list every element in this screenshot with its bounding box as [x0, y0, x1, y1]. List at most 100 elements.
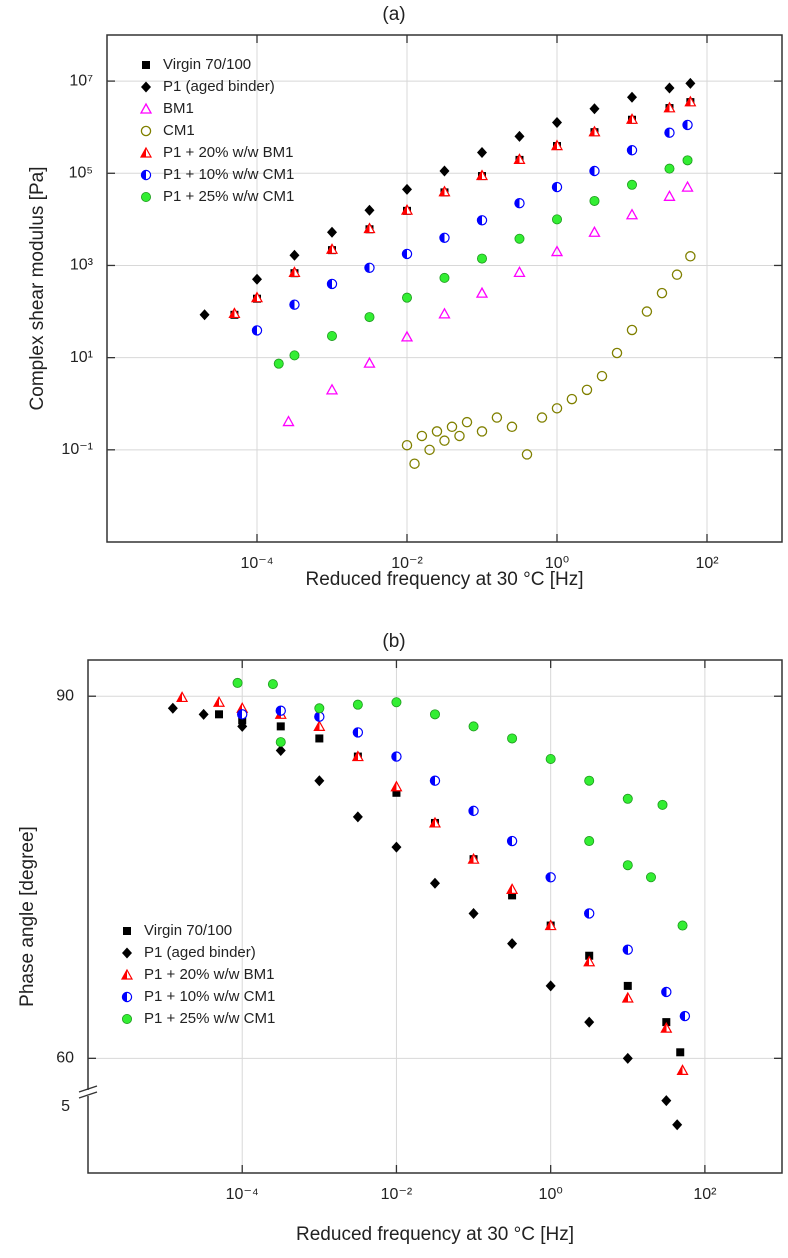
data-point: [477, 147, 487, 159]
data-point: [467, 852, 480, 864]
data-point: [552, 117, 562, 129]
data-point: [438, 307, 451, 319]
data-point: [282, 415, 295, 427]
data-point: [468, 721, 479, 732]
data-point: [661, 986, 672, 998]
data-point: [416, 430, 428, 442]
data-point: [273, 358, 284, 369]
y-tick-label: 10³: [70, 257, 94, 274]
data-point: [250, 291, 264, 303]
legend-text: BM1: [163, 100, 194, 117]
y-tick-label: 90: [56, 687, 74, 704]
chart-title: (b): [382, 631, 405, 652]
data-point: [685, 251, 696, 262]
y-axis-label: Complex shear modulus [Pa]: [27, 167, 48, 411]
data-point: [289, 249, 300, 261]
data-point: [622, 860, 633, 871]
legend-marker: [141, 81, 151, 93]
data-point: [657, 799, 668, 810]
data-point: [400, 203, 414, 215]
data-point: [566, 393, 578, 405]
data-point: [625, 113, 639, 124]
data-point: [252, 273, 262, 285]
data-point: [391, 841, 402, 853]
data-point: [664, 163, 675, 174]
legend-text: Virgin 70/100: [163, 56, 251, 73]
data-point: [215, 710, 224, 719]
data-point: [401, 292, 412, 303]
data-point: [622, 1052, 633, 1064]
data-point: [468, 805, 479, 817]
data-point: [626, 324, 638, 336]
data-point: [508, 891, 517, 900]
data-point: [551, 181, 563, 193]
plot-frame: [106, 34, 783, 543]
data-point: [439, 165, 450, 177]
data-point: [641, 306, 653, 317]
axis-break-gap: [80, 1090, 96, 1096]
legend-marker: [122, 947, 132, 959]
data-point: [364, 312, 375, 323]
data-point: [400, 330, 414, 342]
data-point: [552, 214, 563, 225]
data-point: [327, 226, 337, 238]
data-point: [275, 705, 286, 716]
legend-text: P1 + 10% w/w CM1: [163, 166, 294, 183]
legend-text: P1 (aged binder): [144, 944, 256, 961]
data-point: [664, 82, 675, 94]
data-point: [390, 780, 403, 792]
data-point: [461, 416, 473, 428]
data-point: [238, 716, 247, 725]
data-point: [513, 153, 526, 164]
legend-text: CM1: [163, 122, 195, 139]
x-axis-label: Reduced frequency at 30 °C [Hz]: [306, 569, 584, 590]
data-point: [676, 1048, 685, 1057]
data-point: [237, 709, 248, 720]
data-point: [325, 243, 339, 254]
data-point: [275, 745, 286, 757]
data-point: [581, 384, 593, 396]
data-point: [588, 125, 601, 137]
data-point: [545, 980, 556, 992]
data-point: [545, 872, 556, 883]
y-axis-label: Phase angle [degree]: [17, 826, 38, 1007]
data-point: [232, 677, 243, 688]
data-point: [621, 991, 634, 1003]
data-point: [584, 836, 595, 847]
data-point: [289, 350, 300, 361]
data-point: [682, 155, 693, 166]
data-point: [475, 169, 489, 181]
data-point: [676, 1064, 689, 1076]
data-point: [476, 426, 488, 437]
data-point: [429, 709, 440, 720]
data-point: [276, 722, 285, 731]
data-point: [363, 356, 376, 368]
y-tick-label: 10⁵: [69, 164, 93, 181]
data-point: [275, 737, 286, 748]
legend-text: P1 + 25% w/w CM1: [163, 188, 294, 205]
legend-text: P1 + 25% w/w CM1: [144, 1010, 275, 1027]
legend-text: P1 (aged binder): [163, 78, 275, 95]
data-point: [363, 222, 376, 234]
data-point: [664, 127, 675, 138]
x-tick-label: 10⁻²: [391, 555, 423, 572]
data-point: [506, 421, 518, 433]
legend-marker: [122, 1014, 133, 1025]
data-point: [391, 751, 402, 762]
data-point: [589, 165, 600, 177]
data-point: [198, 708, 209, 720]
chart-title: (a): [382, 4, 405, 25]
data-point: [661, 1095, 672, 1107]
data-point: [439, 435, 450, 446]
data-point: [583, 908, 595, 919]
data-point: [622, 944, 633, 955]
data-point: [392, 788, 401, 797]
data-point: [681, 180, 694, 192]
data-point: [671, 269, 683, 280]
data-point: [588, 225, 601, 237]
data-point: [314, 775, 325, 787]
data-point: [663, 189, 676, 201]
data-point: [352, 811, 363, 823]
data-point: [391, 697, 402, 708]
